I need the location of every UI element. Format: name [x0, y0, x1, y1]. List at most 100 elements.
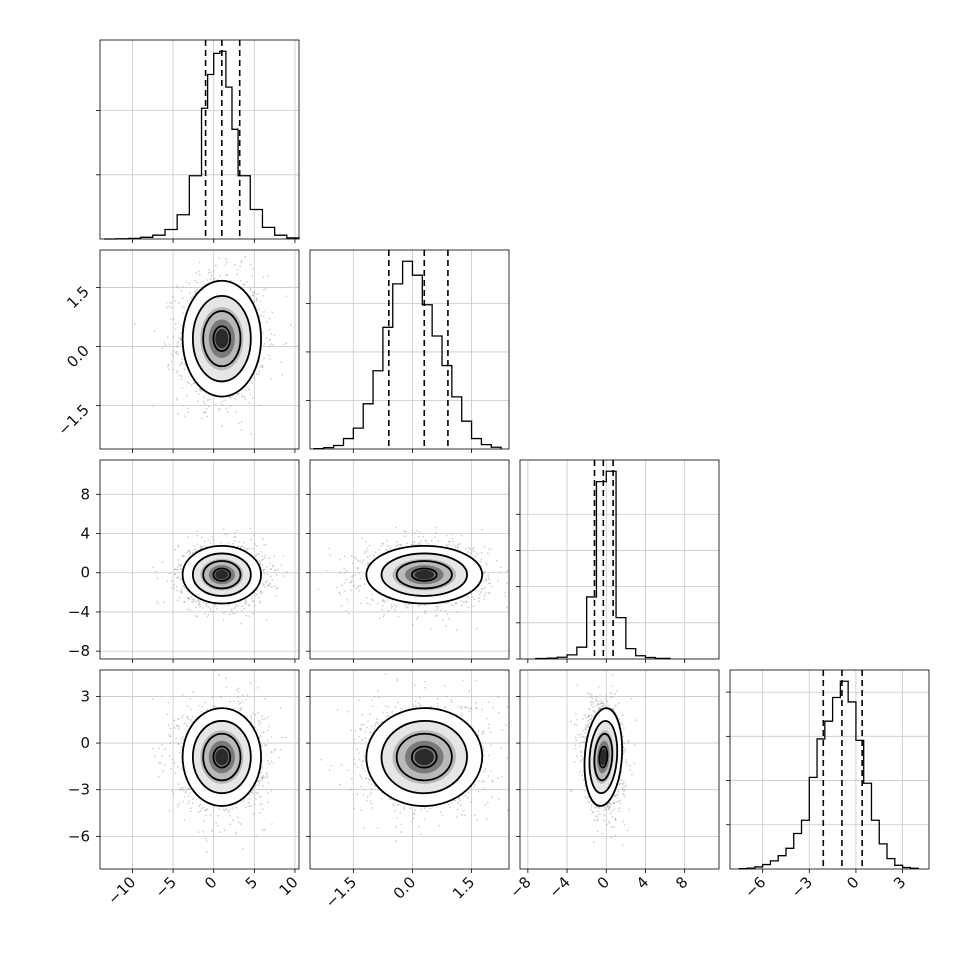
scatter-point: [181, 358, 183, 360]
scatter-point: [180, 568, 182, 570]
scatter-point: [266, 580, 268, 582]
scatter-point: [203, 283, 205, 285]
scatter-point: [166, 307, 168, 309]
scatter-point: [472, 548, 474, 550]
scatter-point: [391, 606, 393, 608]
scatter-point: [467, 551, 469, 553]
scatter-point: [206, 416, 208, 418]
scatter-point: [258, 597, 260, 599]
scatter-point: [456, 629, 458, 631]
scatter-point: [158, 747, 160, 749]
scatter-point: [164, 748, 166, 750]
scatter-point: [269, 562, 271, 564]
scatter-point: [341, 605, 343, 607]
scatter-point: [394, 609, 396, 611]
scatter-point: [269, 329, 271, 331]
scatter-point: [174, 568, 176, 570]
scatter-point: [480, 591, 482, 593]
scatter-point: [261, 556, 263, 558]
scatter-point: [261, 803, 263, 805]
scatter-point: [182, 736, 184, 738]
scatter-point: [176, 399, 178, 401]
scatter-point: [191, 596, 193, 598]
scatter-point: [256, 229, 258, 231]
scatter-point: [344, 556, 346, 558]
scatter-point: [336, 587, 338, 589]
scatter-point: [244, 389, 246, 391]
scatter-point: [181, 375, 183, 377]
density-level: [215, 570, 228, 580]
scatter-point: [236, 668, 238, 670]
scatter-point: [261, 559, 263, 561]
scatter-point: [236, 273, 238, 275]
scatter-point: [175, 328, 177, 330]
scatter-point: [171, 580, 173, 582]
scatter-point: [248, 805, 250, 807]
scatter-point: [192, 599, 194, 601]
scatter-point: [262, 366, 264, 368]
scatter-point: [167, 713, 169, 715]
scatter-point: [240, 546, 242, 548]
scatter-point: [263, 316, 265, 318]
scatter-point: [182, 297, 184, 299]
scatter-point: [262, 538, 264, 540]
scatter-point: [166, 302, 168, 304]
scatter-point: [192, 552, 194, 554]
scatter-point: [152, 405, 154, 407]
scatter-point: [270, 343, 272, 345]
scatter-point: [284, 344, 286, 346]
scatter-point: [223, 620, 225, 622]
scatter-point: [463, 601, 465, 603]
scatter-point: [266, 777, 268, 779]
scatter-point: [195, 606, 197, 608]
scatter-point: [195, 550, 197, 552]
scatter-point: [250, 682, 252, 684]
scatter-point: [459, 543, 461, 545]
scatter-point: [241, 260, 243, 262]
scatter-point: [257, 687, 259, 689]
scatter-point: [404, 530, 406, 532]
scatter-point: [176, 590, 178, 592]
scatter-point: [212, 706, 214, 708]
scatter-point: [345, 610, 347, 612]
scatter-point: [488, 592, 490, 594]
scatter-point: [465, 548, 467, 550]
scatter-point: [382, 605, 384, 607]
scatter-point: [348, 613, 350, 615]
scatter-point: [177, 370, 179, 372]
scatter-point: [452, 541, 454, 543]
scatter-point: [181, 387, 183, 389]
scatter-point: [241, 421, 243, 423]
scatter-point: [171, 790, 173, 792]
scatter-point: [359, 561, 361, 563]
scatter-point: [417, 616, 419, 618]
scatter-point: [219, 831, 221, 833]
scatter-point: [344, 572, 346, 574]
panel-3-0: [96, 668, 299, 873]
scatter-point: [418, 542, 420, 544]
scatter-point: [272, 344, 274, 346]
scatter-point: [506, 570, 508, 572]
scatter-point: [197, 530, 199, 532]
scatter-point: [164, 764, 166, 766]
scatter-point: [338, 592, 340, 594]
scatter-point: [260, 602, 262, 604]
scatter-point: [179, 343, 181, 345]
scatter-point: [190, 810, 192, 812]
scatter-point: [344, 590, 346, 592]
scatter-point: [205, 545, 207, 547]
scatter-point: [455, 602, 457, 604]
scatter-point: [474, 598, 476, 600]
scatter-point: [243, 608, 245, 610]
scatter-point: [339, 571, 341, 573]
scatter-point: [176, 577, 178, 579]
scatter-point: [227, 605, 229, 607]
scatter-point: [179, 364, 181, 366]
scatter-point: [375, 551, 377, 553]
scatter-point: [484, 595, 486, 597]
scatter-point: [435, 527, 437, 529]
scatter-point: [189, 553, 191, 555]
scatter-point: [233, 608, 235, 610]
scatter-point: [224, 399, 226, 401]
scatter-point: [179, 752, 181, 754]
